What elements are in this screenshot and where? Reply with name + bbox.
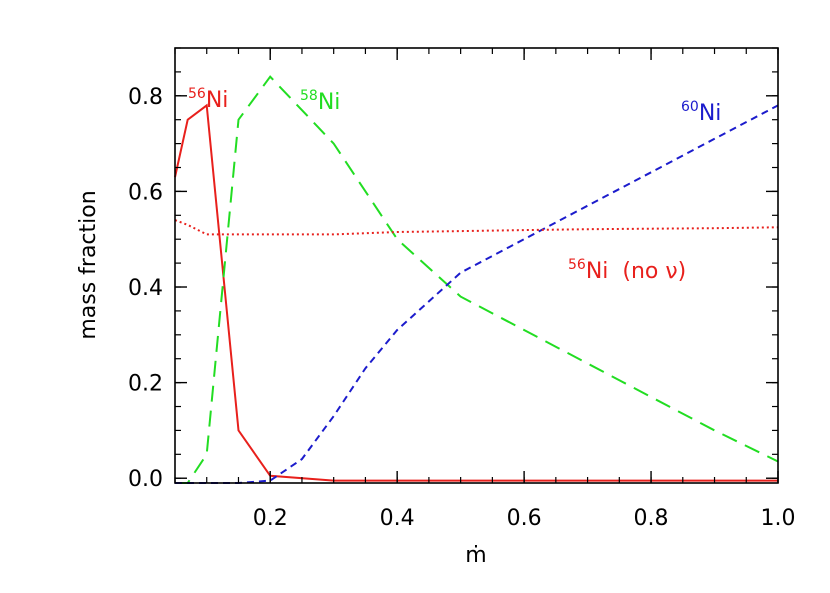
series-label-isotope-number: 56: [188, 86, 206, 102]
series-label-0: 56Ni: [188, 86, 228, 113]
x-tick-label: 0.2: [253, 506, 288, 531]
x-tick-label: 0.8: [634, 506, 669, 531]
series-label-element: Ni: [586, 259, 609, 284]
series-line-3: [174, 219, 779, 236]
y-tick-label: 0.0: [128, 467, 163, 492]
series-label-3: 56Ni (no ν): [568, 257, 686, 284]
y-tick-label: 0.6: [128, 180, 163, 205]
axes-layer: 0.2 0.4 0.6 0.8 1.0 0.0 0.2 0.4 0.6 0.8: [128, 47, 796, 531]
series-label-element: Ni: [206, 88, 229, 113]
series-label-suffix: (no ν): [622, 259, 686, 284]
series-label-element: Ni: [699, 101, 722, 126]
y-tick-label: 0.4: [128, 276, 163, 301]
y-tick-label: 0.8: [128, 85, 163, 110]
series-line-2: [175, 104, 779, 484]
y-tick-label: 0.2: [128, 372, 163, 397]
series-label-element: Ni: [318, 90, 341, 115]
plot-frame: [174, 47, 779, 484]
series-label-isotope-number: 58: [300, 88, 318, 104]
x-tick-label: 0.4: [380, 506, 415, 531]
x-tick-label: 0.6: [507, 506, 542, 531]
series-label-isotope-number: 56: [568, 257, 586, 273]
y-axis-title: mass fraction: [76, 190, 101, 339]
x-axis-title: ṁ: [465, 543, 486, 568]
x-tick-label: 1.0: [761, 506, 796, 531]
series-label-1: 58Ni: [300, 88, 340, 115]
series-label-2: 60Ni: [681, 99, 721, 126]
series-label-isotope-number: 60: [681, 99, 699, 115]
